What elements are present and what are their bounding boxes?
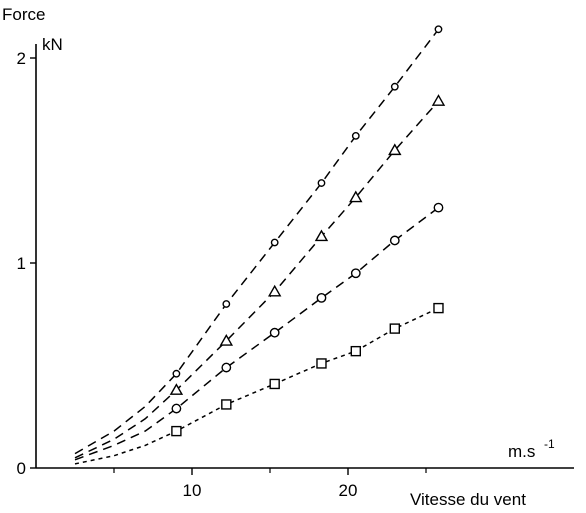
data-point-triangle: [169, 383, 184, 395]
data-point-circle: [316, 292, 327, 303]
data-point-small-circle: [434, 25, 443, 34]
series-line-2: [74, 100, 440, 459]
data-point-circle: [221, 362, 232, 373]
x-axis-unit-exponent: -1: [544, 437, 555, 451]
data-point-circle: [350, 268, 361, 279]
data-point-small-circle: [317, 179, 326, 187]
x-tick-label: 20: [339, 481, 358, 500]
y-tick-label: 2: [17, 49, 26, 68]
data-point-circle: [269, 327, 280, 338]
y-axis-unit: kN: [42, 35, 63, 54]
data-point-square: [221, 399, 232, 410]
data-point-circle: [171, 403, 182, 414]
curves: [74, 28, 440, 465]
data-point-square: [389, 323, 400, 334]
axes: [35, 44, 574, 469]
data-point-triangle: [431, 94, 446, 106]
data-point-small-circle: [390, 82, 399, 91]
y-axis-title: Force: [2, 5, 45, 24]
data-point-triangle: [349, 190, 363, 203]
data-point-square: [269, 378, 280, 390]
data-point-triangle: [267, 284, 282, 297]
data-point-square: [171, 425, 182, 437]
x-tick-label: 10: [183, 481, 202, 500]
data-point-small-circle: [270, 238, 279, 247]
x-axis-title: Vitesse du vent: [410, 490, 526, 509]
series-line-3: [74, 207, 439, 461]
data-point-triangle: [219, 333, 234, 346]
series-line-1: [74, 28, 440, 455]
ticks: 10 20 0 1 2: [17, 49, 427, 500]
data-point-small-circle: [222, 300, 231, 308]
data-point-triangle: [314, 229, 329, 242]
y-tick-label: 0: [17, 459, 26, 478]
data-point-circle: [389, 235, 400, 246]
data-point-circle: [433, 202, 444, 213]
series-line-4: [74, 307, 439, 465]
y-tick-label: 1: [17, 254, 26, 273]
markers: [169, 25, 446, 437]
data-point-square: [316, 358, 327, 369]
data-point-small-circle: [351, 131, 360, 140]
x-axis-unit: m.s: [508, 442, 535, 461]
data-point-square: [433, 302, 444, 314]
data-point-small-circle: [172, 369, 181, 378]
data-point-triangle: [388, 143, 402, 156]
data-point-square: [350, 345, 361, 357]
